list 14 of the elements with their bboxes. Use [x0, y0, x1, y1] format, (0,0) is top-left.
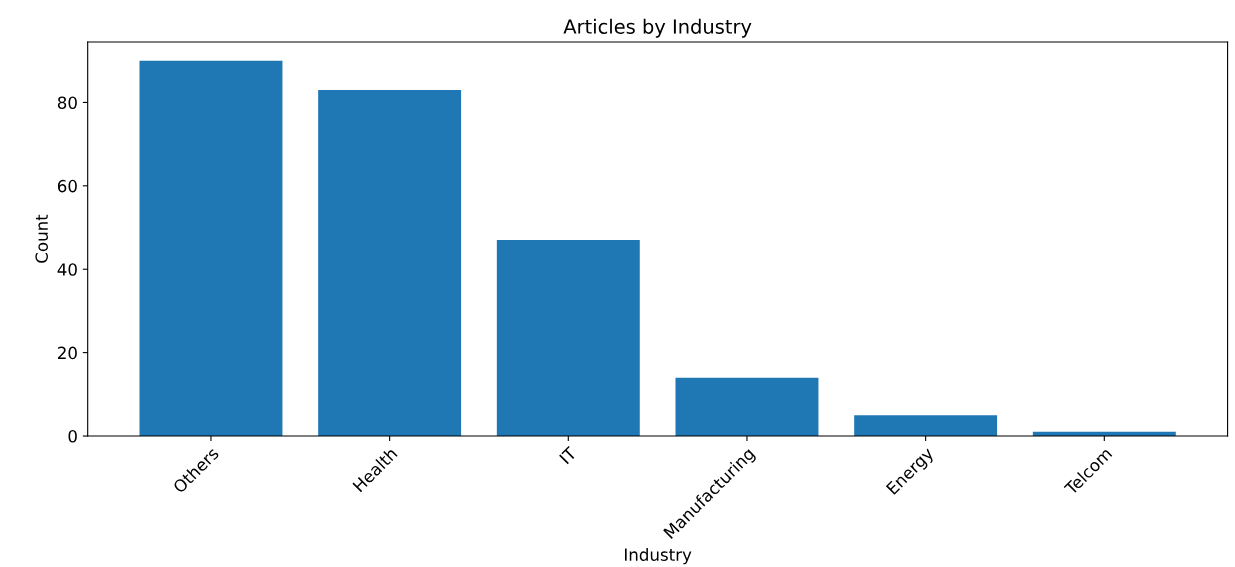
y-tick-label: 20	[57, 346, 77, 360]
bar	[139, 60, 283, 437]
x-axis-title: Industry	[625, 548, 692, 565]
y-tick-label: 80	[57, 96, 77, 109]
y-axis-title: Count	[35, 214, 48, 263]
bar	[854, 415, 998, 437]
bar	[496, 240, 640, 437]
x-tick-label: IT	[559, 446, 578, 465]
y-tick-label: 40	[57, 263, 77, 276]
bar	[318, 89, 462, 437]
chart-title: Articles by Industry	[563, 18, 752, 38]
y-tick-label: 0	[68, 429, 77, 443]
bar	[675, 377, 819, 437]
y-tick-label: 60	[57, 179, 77, 193]
